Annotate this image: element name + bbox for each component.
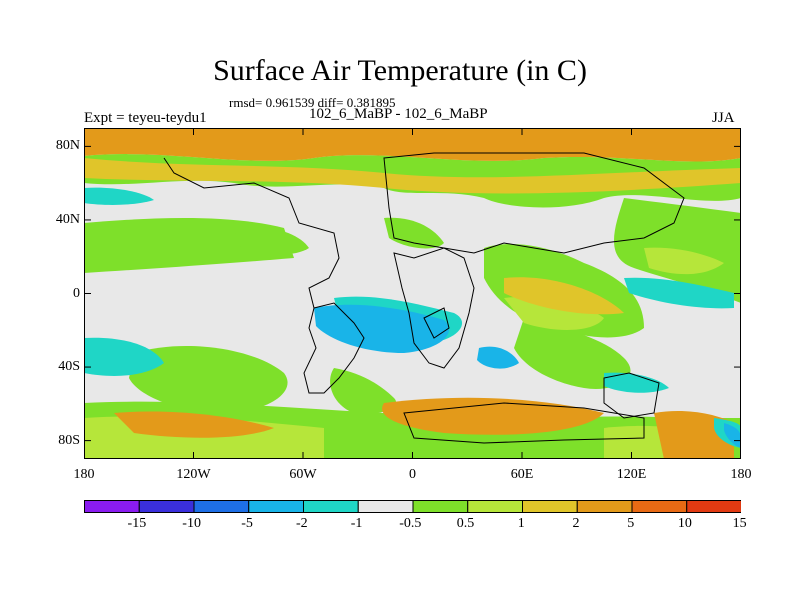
- lat-tick-label: 80N: [55, 138, 80, 154]
- lat-tick-label: 40S: [58, 359, 80, 375]
- experiment-label: Expt = teyeu-teydu1: [84, 110, 207, 126]
- legend-label: 1: [517, 516, 525, 531]
- lon-tick-label: 120E: [616, 467, 647, 482]
- lon-tick-label: 120W: [176, 467, 211, 482]
- lon-tick-label: 60W: [289, 467, 317, 482]
- map-ticks: [84, 128, 741, 459]
- temperature-map: [84, 128, 741, 459]
- legend-label: -2: [295, 516, 308, 531]
- legend-label: 2: [572, 516, 580, 531]
- lon-tick-label: 180: [730, 467, 752, 482]
- legend-label: 5: [627, 516, 635, 531]
- runs-label: 102_6_MaBP - 102_6_MaBP: [309, 106, 488, 122]
- lon-tick-label: 0: [409, 467, 416, 482]
- legend-label: 15: [732, 516, 747, 531]
- legend-swatch: [467, 500, 523, 513]
- color-legend: [84, 500, 742, 518]
- legend-label: -0.5: [399, 516, 422, 531]
- legend-swatch: [84, 500, 140, 513]
- legend-swatch: [631, 500, 688, 513]
- legend-swatch: [412, 500, 469, 513]
- legend-label: -1: [350, 516, 363, 531]
- legend-label: 0.5: [456, 516, 475, 531]
- legend-swatch: [576, 500, 633, 513]
- map-frame: [84, 128, 741, 459]
- legend-label: -10: [182, 516, 201, 531]
- legend-swatch: [303, 500, 359, 513]
- legend-bar: [84, 500, 742, 513]
- legend-label: 10: [677, 516, 692, 531]
- legend-swatch: [138, 500, 195, 513]
- lat-tick-label: 0: [73, 285, 80, 301]
- amber-fields: [84, 158, 741, 315]
- legend-label: -15: [127, 516, 147, 531]
- season-label: JJA: [712, 110, 735, 126]
- legend-swatch: [357, 500, 414, 513]
- lat-tick-label: 80S: [58, 432, 80, 448]
- coastlines: [163, 152, 685, 444]
- lon-tick-label: 60E: [510, 467, 534, 482]
- map-title: Surface Air Temperature (in C): [213, 54, 587, 87]
- legend-swatch: [686, 500, 742, 513]
- legend-swatch: [193, 500, 250, 513]
- stats-line: rmsd= 0.961539 diff= 0.381895: [229, 95, 396, 110]
- legend-label: -5: [241, 516, 253, 531]
- legend-swatch: [522, 500, 578, 513]
- lon-tick-label: 180: [73, 467, 95, 482]
- lat-tick-label: 40N: [55, 211, 80, 227]
- legend-swatch: [248, 500, 304, 513]
